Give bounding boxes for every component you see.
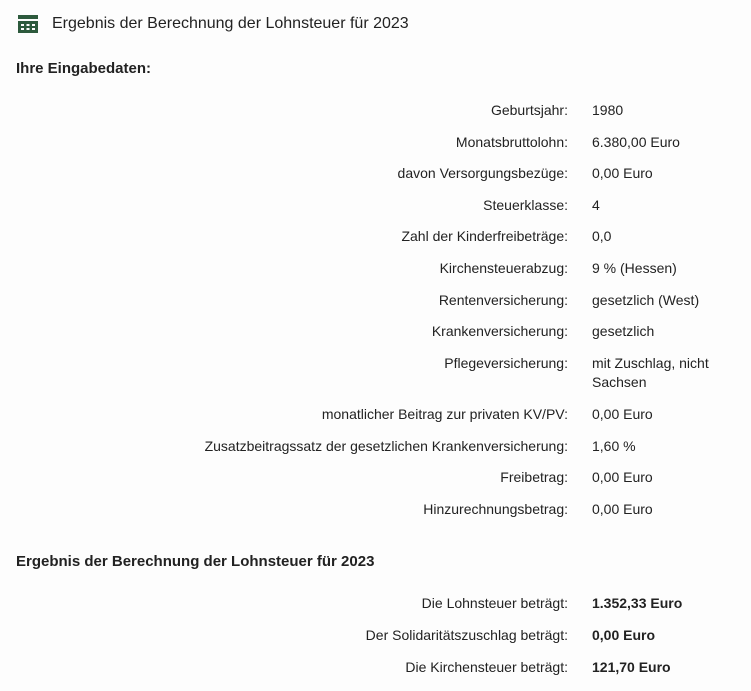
input-label: Kirchensteuerabzug:: [16, 253, 576, 285]
table-row: Rentenversicherung:gesetzlich (West): [16, 285, 735, 317]
result-value: 0,00 Euro: [576, 620, 735, 652]
input-value: 6.380,00 Euro: [576, 127, 735, 159]
result-value: 1.352,33 Euro: [576, 588, 735, 620]
input-label: davon Versorgungsbezüge:: [16, 158, 576, 190]
table-row: davon Versorgungsbezüge:0,00 Euro: [16, 158, 735, 190]
result-data-table: Die Lohnsteuer beträgt:1.352,33 EuroDer …: [16, 588, 735, 683]
table-row: Zusatzbeitragssatz der gesetzlichen Kran…: [16, 431, 735, 463]
input-label: Steuerklasse:: [16, 190, 576, 222]
table-row: Freibetrag:0,00 Euro: [16, 462, 735, 494]
result-value: 121,70 Euro: [576, 652, 735, 684]
input-label: Zusatzbeitragssatz der gesetzlichen Kran…: [16, 431, 576, 463]
input-value: 0,00 Euro: [576, 494, 735, 526]
table-row: Monatsbruttolohn:6.380,00 Euro: [16, 127, 735, 159]
input-label: Freibetrag:: [16, 462, 576, 494]
input-value: gesetzlich (West): [576, 285, 735, 317]
input-value: 0,00 Euro: [576, 158, 735, 190]
input-label: Rentenversicherung:: [16, 285, 576, 317]
page-title: Ergebnis der Berechnung der Lohnsteuer f…: [52, 15, 409, 33]
input-label: Pflegeversicherung:: [16, 348, 576, 399]
table-row: Geburtsjahr:1980: [16, 95, 735, 127]
result-label: Die Lohnsteuer beträgt:: [16, 588, 576, 620]
table-row: Der Solidaritätszuschlag beträgt:0,00 Eu…: [16, 620, 735, 652]
result-label: Die Kirchensteuer beträgt:: [16, 652, 576, 684]
input-section-title: Ihre Eingabedaten:: [16, 60, 735, 77]
input-value: 1,60 %: [576, 431, 735, 463]
calculator-icon: [16, 12, 40, 36]
input-value: gesetzlich: [576, 316, 735, 348]
input-data-table: Geburtsjahr:1980Monatsbruttolohn:6.380,0…: [16, 95, 735, 525]
input-value: mit Zuschlag, nicht Sachsen: [576, 348, 735, 399]
table-row: Die Lohnsteuer beträgt:1.352,33 Euro: [16, 588, 735, 620]
input-label: monatlicher Beitrag zur privaten KV/PV:: [16, 399, 576, 431]
table-row: Pflegeversicherung:mit Zuschlag, nicht S…: [16, 348, 735, 399]
page-header: Ergebnis der Berechnung der Lohnsteuer f…: [16, 12, 735, 36]
input-value: 1980: [576, 95, 735, 127]
input-value: 0,00 Euro: [576, 399, 735, 431]
input-value: 9 % (Hessen): [576, 253, 735, 285]
input-label: Zahl der Kinderfreibeträge:: [16, 221, 576, 253]
table-row: Steuerklasse:4: [16, 190, 735, 222]
result-label: Der Solidaritätszuschlag beträgt:: [16, 620, 576, 652]
table-row: Hinzurechnungsbetrag:0,00 Euro: [16, 494, 735, 526]
input-label: Hinzurechnungsbetrag:: [16, 494, 576, 526]
input-value: 0,0: [576, 221, 735, 253]
table-row: Krankenversicherung:gesetzlich: [16, 316, 735, 348]
input-label: Monatsbruttolohn:: [16, 127, 576, 159]
table-row: Kirchensteuerabzug:9 % (Hessen): [16, 253, 735, 285]
result-section-title: Ergebnis der Berechnung der Lohnsteuer f…: [16, 553, 735, 570]
table-row: monatlicher Beitrag zur privaten KV/PV:0…: [16, 399, 735, 431]
input-label: Krankenversicherung:: [16, 316, 576, 348]
input-label: Geburtsjahr:: [16, 95, 576, 127]
input-value: 4: [576, 190, 735, 222]
input-value: 0,00 Euro: [576, 462, 735, 494]
table-row: Die Kirchensteuer beträgt:121,70 Euro: [16, 652, 735, 684]
table-row: Zahl der Kinderfreibeträge:0,0: [16, 221, 735, 253]
